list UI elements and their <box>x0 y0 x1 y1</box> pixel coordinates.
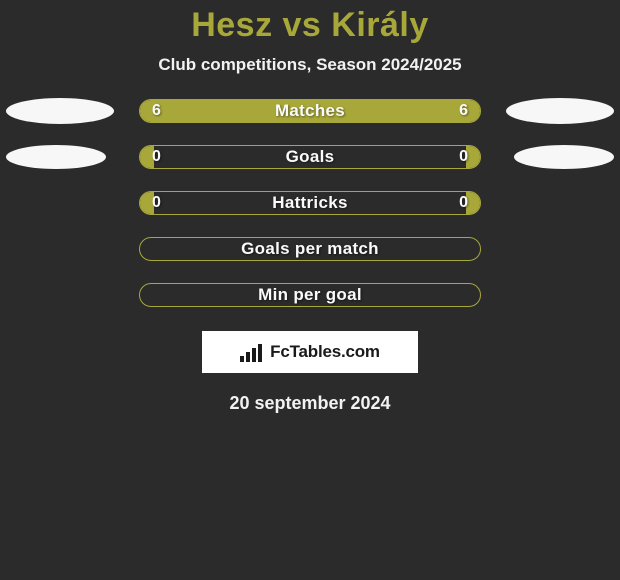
branding-text: FcTables.com <box>270 342 380 362</box>
stat-bar: Min per goal <box>139 283 481 307</box>
stat-label: Goals per match <box>140 239 480 259</box>
stat-label: Goals <box>140 147 480 167</box>
stat-bar-fill-left <box>140 192 154 214</box>
player-left-ellipse <box>6 145 106 169</box>
stat-bar: 66Matches <box>139 99 481 123</box>
player-right-ellipse <box>506 98 614 124</box>
comparison-row: Goals per match <box>0 237 620 261</box>
logo-bar <box>240 356 244 362</box>
stat-bar-fill-right <box>466 146 480 168</box>
chart-bars-icon <box>240 342 264 362</box>
comparison-row: 00Goals <box>0 145 620 169</box>
page-subtitle: Club competitions, Season 2024/2025 <box>0 55 620 75</box>
stat-bar: Goals per match <box>139 237 481 261</box>
stat-bar-fill-left <box>140 100 310 122</box>
stat-bar: 00Hattricks <box>139 191 481 215</box>
comparison-rows: 66Matches 00Goals 00Hattricks Goals per mat… <box>0 99 620 307</box>
stat-bar-fill-left <box>140 146 154 168</box>
comparison-row: Min per goal <box>0 283 620 307</box>
player-left-ellipse <box>6 98 114 124</box>
logo-bar <box>246 352 250 362</box>
stat-bar-fill-right <box>466 192 480 214</box>
branding-badge: FcTables.com <box>202 331 418 373</box>
comparison-row: 66Matches <box>0 99 620 123</box>
logo-bar <box>252 348 256 362</box>
stat-label: Min per goal <box>140 285 480 305</box>
player-right-ellipse <box>514 145 614 169</box>
infographic-root: Hesz vs Király Club competitions, Season… <box>0 0 620 414</box>
page-title: Hesz vs Király <box>0 6 620 45</box>
stat-bar: 00Goals <box>139 145 481 169</box>
footer-date: 20 september 2024 <box>0 393 620 414</box>
logo-bar <box>258 344 262 362</box>
comparison-row: 00Hattricks <box>0 191 620 215</box>
stat-bar-fill-right <box>310 100 480 122</box>
stat-label: Hattricks <box>140 193 480 213</box>
